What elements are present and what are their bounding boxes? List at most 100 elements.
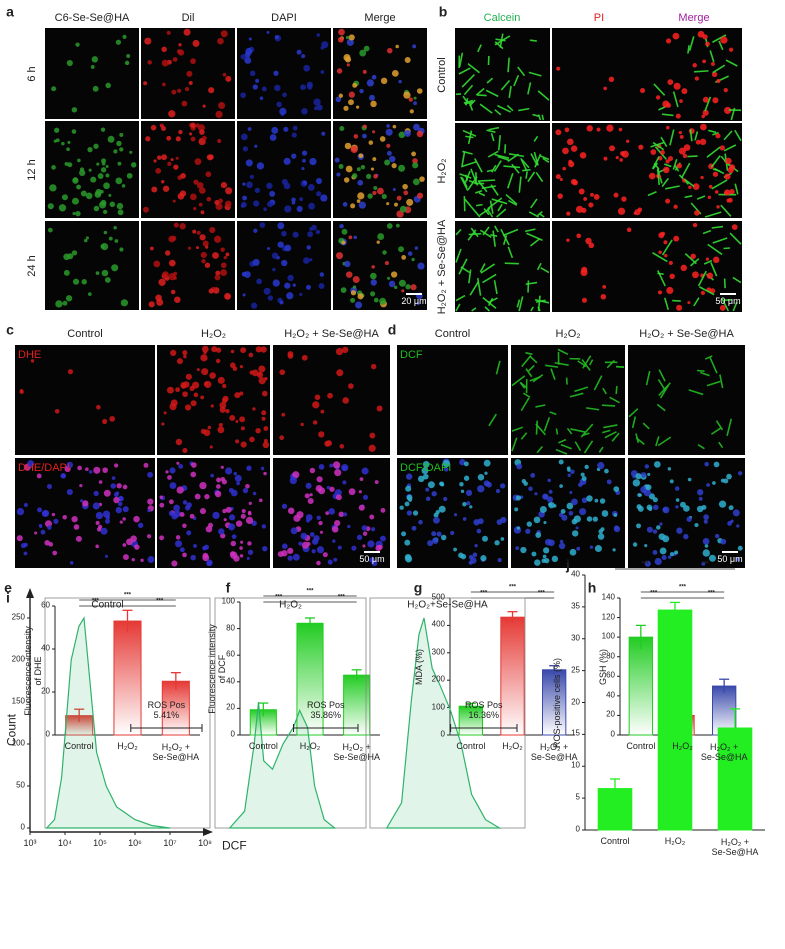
cell — [335, 494, 342, 501]
cell — [155, 294, 162, 302]
cell — [220, 247, 225, 252]
error-bar — [170, 672, 181, 690]
cell — [319, 530, 324, 534]
cell — [482, 535, 488, 542]
cell — [479, 229, 492, 238]
cell — [100, 167, 107, 173]
cell — [66, 147, 70, 152]
cell — [264, 376, 268, 381]
y-tick-label: 40 — [606, 690, 615, 700]
cell — [183, 28, 191, 36]
cell — [37, 507, 43, 513]
cell — [222, 383, 227, 389]
cell — [241, 201, 247, 208]
cell — [542, 157, 550, 164]
cell — [65, 295, 73, 302]
cell — [411, 257, 415, 262]
cell — [318, 520, 323, 526]
error-bar — [610, 778, 620, 799]
cell — [239, 554, 244, 558]
cell — [249, 174, 254, 179]
micrograph — [333, 28, 427, 119]
x-tick-label: 10⁶ — [128, 838, 142, 849]
cell — [521, 355, 532, 368]
cell — [634, 209, 641, 216]
cell — [336, 369, 344, 377]
cell — [517, 66, 526, 77]
cell — [225, 409, 230, 414]
cell — [528, 364, 535, 372]
cell — [675, 113, 681, 119]
cell — [443, 496, 448, 502]
cell — [200, 251, 207, 259]
cell — [548, 489, 553, 494]
cell — [217, 138, 222, 144]
cell — [692, 63, 697, 68]
cell — [143, 462, 149, 468]
cell — [357, 179, 364, 186]
x-axis-label: DCF — [222, 838, 247, 853]
cell — [76, 184, 82, 190]
cell — [248, 501, 252, 506]
cell — [708, 184, 713, 189]
cell — [425, 496, 431, 502]
cell — [150, 124, 157, 131]
cell — [543, 547, 550, 554]
cell — [418, 519, 423, 525]
cell — [143, 81, 148, 86]
cell — [534, 299, 550, 304]
cell — [359, 49, 367, 57]
column-header: H₂O₂ + Se-Se@HA — [284, 327, 379, 340]
cell — [267, 201, 274, 208]
cell — [63, 269, 70, 276]
cell — [362, 544, 366, 548]
cell — [530, 473, 536, 478]
cell — [291, 132, 297, 138]
cell — [239, 416, 246, 423]
cell — [694, 70, 709, 73]
cell — [566, 211, 571, 216]
significance-label: *** — [275, 594, 283, 601]
cell — [186, 502, 192, 508]
cell — [309, 467, 316, 474]
cell — [492, 230, 496, 247]
column-header: Merge — [364, 11, 396, 24]
cell — [369, 514, 375, 520]
cell — [167, 386, 174, 394]
cell — [216, 477, 222, 483]
cell — [179, 223, 186, 230]
cell — [676, 527, 683, 534]
cell — [266, 182, 273, 189]
cell — [214, 274, 221, 281]
cell — [481, 185, 496, 190]
cell — [597, 533, 605, 540]
cell — [373, 173, 378, 179]
cell — [350, 203, 356, 209]
cell — [371, 265, 375, 269]
cell — [644, 544, 648, 548]
cell — [720, 36, 728, 44]
cell — [726, 418, 733, 437]
cell — [599, 498, 606, 504]
cell — [666, 286, 674, 295]
cell — [124, 60, 130, 66]
cell — [81, 279, 87, 285]
cell — [465, 135, 474, 139]
cell — [20, 542, 27, 549]
cell — [482, 226, 490, 236]
cell — [47, 227, 53, 233]
cell — [318, 283, 325, 289]
cell — [273, 70, 279, 76]
y-axis-label: ROS-positive cells (%) — [552, 657, 563, 748]
cell — [370, 272, 377, 280]
cell — [653, 83, 666, 96]
cell — [293, 514, 301, 522]
cell — [539, 506, 547, 513]
cell — [300, 532, 308, 540]
cell — [705, 257, 710, 261]
cell — [256, 278, 262, 285]
panel-label: b — [438, 3, 448, 20]
row-label: Control — [435, 56, 448, 93]
cell — [727, 167, 734, 174]
cell — [719, 145, 725, 151]
